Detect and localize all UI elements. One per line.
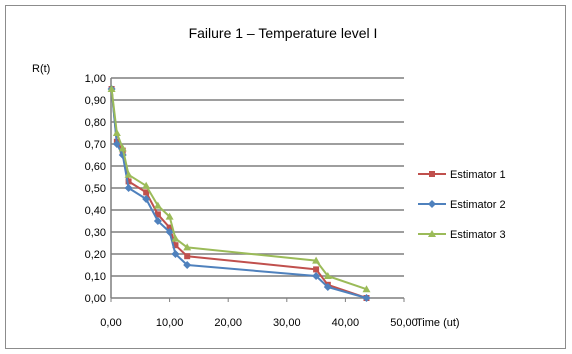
data-point (166, 224, 173, 231)
series-line (110, 88, 367, 291)
data-point (165, 212, 174, 220)
data-point (124, 184, 133, 192)
data-point (323, 272, 332, 279)
y-tick-label: 0,00 (85, 293, 106, 305)
y-tick-label: 0,10 (85, 271, 106, 283)
x-tick-label: 20,00 (214, 317, 242, 329)
legend-marker (429, 171, 435, 177)
data-point (312, 272, 321, 280)
y-tick-label: 0,40 (85, 205, 106, 217)
data-point (183, 261, 192, 269)
y-tick-label: 0,70 (85, 139, 106, 151)
data-point (153, 201, 162, 209)
y-tick-label: 0,50 (85, 183, 106, 195)
y-tick-label: 0,20 (85, 249, 106, 261)
legend-item: Estimator 3 (418, 229, 506, 241)
data-point (165, 228, 174, 236)
data-point (142, 181, 151, 189)
x-axis-label: Time (ut) (416, 317, 460, 329)
data-point (172, 242, 179, 249)
data-point (112, 140, 121, 148)
legend-item: Estimator 2 (418, 199, 506, 211)
legend-label: Estimator 2 (450, 199, 506, 211)
data-point (323, 283, 332, 291)
data-point (143, 189, 150, 196)
legend-label: Estimator 3 (450, 229, 506, 241)
series-3 (107, 85, 371, 293)
data-point (142, 195, 151, 203)
grid (111, 77, 404, 299)
chart-frame (5, 5, 566, 349)
x-tick-label: 0,00 (100, 317, 121, 329)
data-point (112, 129, 121, 136)
y-tick-label: 0,30 (85, 227, 106, 239)
y-tick-label: 0,80 (85, 117, 106, 129)
legend-marker (428, 230, 436, 237)
y-tick-label: 0,60 (85, 161, 106, 173)
x-tick-label: 10,00 (156, 317, 184, 329)
data-point (125, 178, 132, 185)
y-axis-label: R(t) (32, 63, 50, 75)
series-2 (107, 85, 371, 302)
data-point (107, 85, 116, 92)
chart-title: Failure 1 – Temperature level I (189, 25, 378, 41)
data-point (362, 285, 371, 293)
data-point (313, 266, 320, 273)
plot-series (107, 85, 371, 302)
y-tick-label: 0,90 (85, 95, 106, 107)
x-tick-label: 30,00 (273, 317, 301, 329)
data-point (153, 217, 162, 225)
data-point (171, 250, 180, 258)
data-point (312, 256, 321, 264)
data-point (184, 253, 191, 260)
legend-marker (428, 200, 436, 208)
legend-label: Estimator 1 (450, 169, 506, 181)
data-point (183, 243, 192, 251)
legend: Estimator 1 Estimator 2 Estimator 3 (418, 169, 506, 241)
legend-item: Estimator 1 (418, 169, 506, 181)
x-tick-label: 50,00 (390, 317, 418, 329)
data-point (171, 234, 180, 242)
data-point (362, 294, 371, 302)
data-point (124, 170, 133, 178)
data-point (154, 211, 161, 218)
axes: 0,00 0,10 0,20 0,30 0,40 0,50 0,60 0,70 0,80 0,90… (85, 73, 418, 329)
y-tick-label: 1,00 (85, 73, 106, 85)
data-point (118, 144, 127, 152)
x-tick-label: 40,00 (332, 317, 360, 329)
